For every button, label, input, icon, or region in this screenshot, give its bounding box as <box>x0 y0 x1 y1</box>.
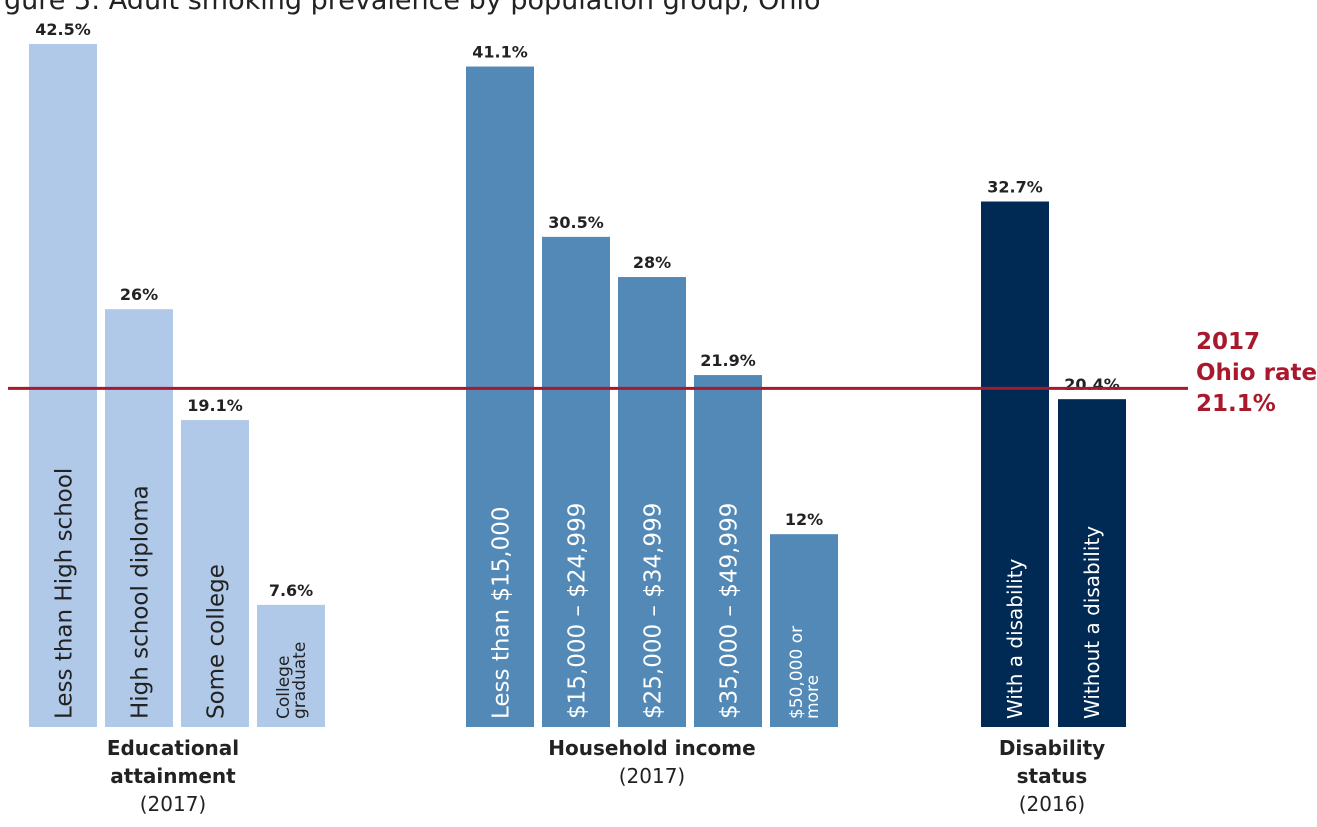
data-label: 41.1% <box>472 43 528 62</box>
category-label: College <box>274 656 294 719</box>
category-label: $25,000 – $34,999 <box>640 503 666 719</box>
reference-label: 21.1% <box>1196 391 1276 417</box>
data-label: 30.5% <box>548 213 604 232</box>
bar <box>618 277 686 727</box>
category-label: Some college <box>203 564 229 719</box>
group-year: (2016) <box>1019 792 1086 816</box>
data-label: 7.6% <box>269 581 313 600</box>
category-label: High school diploma <box>127 485 153 719</box>
group-year: (2017) <box>619 764 686 788</box>
category-label: $35,000 – $49,999 <box>716 503 742 719</box>
category-label: With a disability <box>1003 558 1027 719</box>
category-label: $15,000 – $24,999 <box>564 503 590 719</box>
data-label: 28% <box>633 253 671 272</box>
bar <box>29 44 97 727</box>
category-label: Without a disability <box>1080 526 1104 719</box>
bar <box>1058 399 1126 727</box>
reference-label: Ohio rate <box>1196 360 1317 386</box>
group-title: Household income <box>548 736 755 760</box>
bar <box>105 309 173 727</box>
data-label: 26% <box>120 285 158 304</box>
reference-label: 2017 <box>1196 329 1260 355</box>
category-label: Less than $15,000 <box>488 506 514 719</box>
category-label: Less than High school <box>51 468 77 719</box>
chart-title: gure 5: Adult smoking prevalence by popu… <box>4 0 821 16</box>
group-title: status <box>1017 764 1088 788</box>
data-label: 32.7% <box>987 178 1043 197</box>
group-title: Disability <box>999 736 1105 760</box>
bar <box>181 420 249 727</box>
data-label: 12% <box>785 510 823 529</box>
bar <box>981 201 1049 728</box>
bar <box>542 236 610 728</box>
category-label: graduate <box>290 642 310 719</box>
data-label: 20.4% <box>1064 375 1120 394</box>
bar <box>694 375 762 727</box>
group-title: Educational <box>107 736 239 760</box>
data-label: 42.5% <box>35 20 91 39</box>
bar <box>466 66 534 727</box>
group-title: attainment <box>110 764 236 788</box>
group-year: (2017) <box>140 792 207 816</box>
category-label: more <box>803 675 823 719</box>
data-label: 21.9% <box>700 351 756 370</box>
data-label: 19.1% <box>187 396 243 415</box>
bar <box>770 534 838 727</box>
category-label: $50,000 or <box>787 626 807 719</box>
bar <box>257 604 325 727</box>
